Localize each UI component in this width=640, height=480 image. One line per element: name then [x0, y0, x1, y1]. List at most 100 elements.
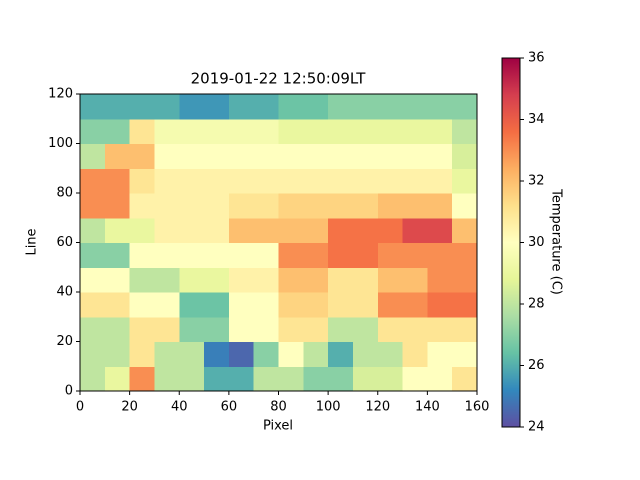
heatmap-cell: [402, 118, 428, 144]
heatmap-cell: [452, 242, 478, 268]
heatmap-cell: [328, 217, 354, 243]
heatmap-cell: [427, 168, 453, 194]
heatmap-cell: [427, 242, 453, 268]
heatmap-cell: [303, 118, 329, 144]
heatmap-cell: [253, 366, 279, 392]
chart-title: 2019-01-22 12:50:09LT: [191, 70, 367, 88]
heatmap-cell: [278, 193, 304, 219]
heatmap-cell: [278, 341, 304, 367]
heatmap-cell: [104, 316, 131, 342]
heatmap-cell: [228, 366, 255, 392]
heatmap-cell: [352, 316, 379, 342]
heatmap-cell: [328, 242, 354, 268]
heatmap-cell: [253, 316, 279, 342]
y-tick-label: 80: [56, 186, 73, 201]
heatmap-cell: [253, 143, 279, 169]
heatmap-cell: [352, 168, 379, 194]
heatmap-cell: [129, 168, 155, 194]
y-tick-label: 40: [56, 285, 73, 300]
heatmap-cell: [352, 193, 379, 219]
heatmap-cell: [104, 366, 131, 392]
heatmap-cell: [228, 341, 255, 367]
heatmap-cell: [80, 118, 106, 144]
heatmap-cell: [179, 316, 205, 342]
heatmap-cell: [80, 366, 106, 392]
x-tick-label: 40: [171, 400, 188, 415]
heatmap-cell: [427, 292, 453, 318]
heatmap-cell: [402, 217, 428, 243]
y-tick-label: 60: [56, 235, 73, 250]
heatmap-cell: [352, 94, 379, 120]
heatmap-cell: [452, 193, 478, 219]
heatmap-cell: [402, 143, 428, 169]
heatmap-cell: [154, 292, 180, 318]
colorbar-tick-label: 32: [528, 174, 545, 189]
heatmap-cell: [402, 366, 428, 392]
heatmap-cell: [228, 168, 255, 194]
heatmap-cell: [179, 143, 205, 169]
heatmap-cell: [377, 316, 404, 342]
heatmap-cell: [129, 316, 155, 342]
heatmap-cell: [129, 292, 155, 318]
y-tick-label: 120: [48, 87, 73, 102]
heatmap-cell: [352, 242, 379, 268]
heatmap-cell: [104, 267, 131, 293]
heatmap-cell: [377, 267, 404, 293]
heatmap-cell: [377, 168, 404, 194]
heatmap-cell: [377, 341, 404, 367]
heatmap-cell: [303, 242, 329, 268]
heatmap-cell: [228, 94, 255, 120]
heatmap-cell: [179, 366, 205, 392]
heatmap-cell: [452, 366, 478, 392]
heatmap-cell: [104, 143, 131, 169]
heatmap-cell: [179, 217, 205, 243]
heatmap-cell: [129, 94, 155, 120]
heatmap-cell: [328, 118, 354, 144]
heatmap-cell: [129, 267, 155, 293]
heatmap-cell: [352, 267, 379, 293]
heatmap-cell: [204, 341, 230, 367]
heatmap-cell: [328, 94, 354, 120]
heatmap-cell: [328, 366, 354, 392]
heatmap-cell: [303, 292, 329, 318]
heatmap-cell: [80, 193, 106, 219]
heatmap-cell: [278, 168, 304, 194]
heatmap-cell: [328, 292, 354, 318]
heatmap-cell: [179, 341, 205, 367]
heatmap-cell: [278, 217, 304, 243]
heatmap-cell: [402, 292, 428, 318]
heatmap-cell: [402, 242, 428, 268]
colorbar-tick-label: 36: [528, 51, 545, 66]
heatmap-cell: [129, 193, 155, 219]
heatmap-cell: [253, 242, 279, 268]
heatmap-cell: [253, 193, 279, 219]
heatmap-cell: [104, 292, 131, 318]
heatmap-cell: [328, 267, 354, 293]
heatmap-cell: [303, 366, 329, 392]
heatmap-cell: [104, 242, 131, 268]
heatmap-cell: [154, 316, 180, 342]
heatmap-cell: [204, 143, 230, 169]
heatmap-cell: [204, 168, 230, 194]
heatmap-cell: [204, 366, 230, 392]
heatmap-cell: [129, 242, 155, 268]
heatmap-cell: [452, 217, 478, 243]
heatmap-cell: [377, 242, 404, 268]
colorbar-tick-label: 28: [528, 297, 545, 312]
heatmap-cell: [129, 366, 155, 392]
heatmap-cell: [253, 168, 279, 194]
heatmap-cell: [402, 193, 428, 219]
heatmap-cell: [278, 267, 304, 293]
heatmap-cell: [253, 267, 279, 293]
heatmap-cell: [328, 168, 354, 194]
heatmap-cell: [80, 94, 106, 120]
heatmap-cell: [278, 366, 304, 392]
heatmap-cell: [228, 316, 255, 342]
x-tick-label: 20: [121, 400, 138, 415]
heatmap-cell: [352, 366, 379, 392]
heatmap-cell: [377, 193, 404, 219]
x-tick-label: 0: [76, 400, 84, 415]
heatmap-cell: [328, 193, 354, 219]
x-tick-label: 160: [465, 400, 490, 415]
heatmap-cell: [179, 168, 205, 194]
